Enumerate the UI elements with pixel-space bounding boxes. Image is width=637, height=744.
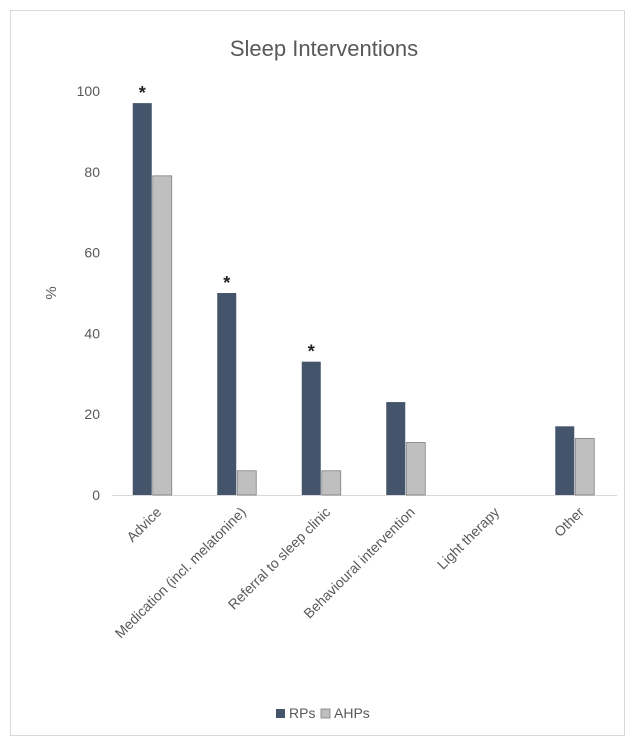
significance-star: * xyxy=(139,83,146,103)
y-axis-label: % xyxy=(43,286,60,299)
bar-rps xyxy=(386,402,406,495)
legend-swatch-rps xyxy=(276,709,285,718)
significance-star: * xyxy=(308,342,315,362)
y-tick-label: 0 xyxy=(92,487,100,503)
bar-ahps xyxy=(574,438,595,496)
y-axis-ticks: 0 20 40 60 80 100 xyxy=(77,83,101,503)
bars xyxy=(132,103,595,496)
y-tick-label: 60 xyxy=(84,245,100,261)
bar-ahps xyxy=(405,442,426,496)
x-tick-label: Advice xyxy=(123,504,164,545)
y-tick-label: 80 xyxy=(84,164,100,180)
y-tick-label: 100 xyxy=(77,83,101,99)
x-tick-label: Light therapy xyxy=(434,504,503,573)
bar-rps xyxy=(217,293,237,495)
legend-label-rps: RPs xyxy=(289,705,315,721)
bar-ahps xyxy=(236,470,257,496)
chart-title: Sleep Interventions xyxy=(230,36,418,61)
y-tick-label: 20 xyxy=(84,406,100,422)
legend-label-ahps: AHPs xyxy=(334,705,370,721)
bar-rps xyxy=(301,361,321,495)
significance-markers: * * * xyxy=(139,83,315,362)
bar-rps xyxy=(555,426,575,495)
bar-ahps xyxy=(321,470,342,496)
bar-ahps xyxy=(152,175,173,496)
y-tick-label: 40 xyxy=(84,325,100,341)
legend-swatch-ahps xyxy=(320,708,331,719)
bar-rps xyxy=(132,103,152,496)
x-tick-label: Other xyxy=(551,504,587,540)
significance-star: * xyxy=(223,273,230,293)
legend: RPs AHPs xyxy=(276,705,370,721)
